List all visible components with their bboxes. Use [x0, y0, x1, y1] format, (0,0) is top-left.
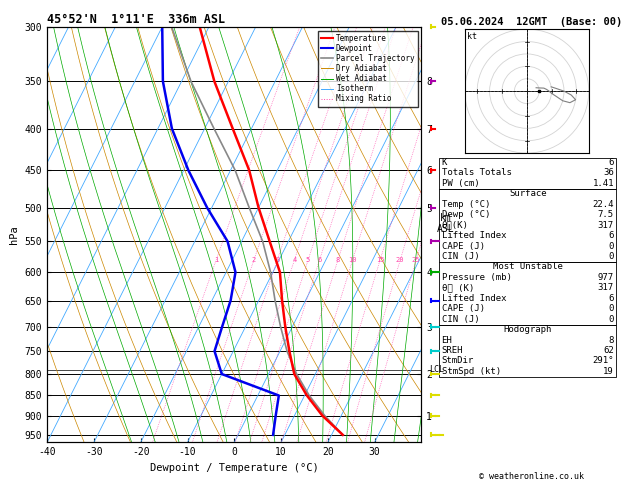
Legend: Temperature, Dewpoint, Parcel Trajectory, Dry Adiabat, Wet Adiabat, Isotherm, Mi: Temperature, Dewpoint, Parcel Trajectory…: [318, 31, 418, 106]
Text: 0: 0: [608, 242, 614, 251]
Text: LCL: LCL: [429, 365, 444, 374]
Text: 0: 0: [608, 314, 614, 324]
Text: Pressure (mb): Pressure (mb): [442, 273, 511, 282]
Text: K: K: [442, 158, 447, 167]
Text: 2: 2: [252, 257, 256, 263]
Text: 6: 6: [608, 294, 614, 303]
Text: © weatheronline.co.uk: © weatheronline.co.uk: [479, 472, 584, 481]
Y-axis label: hPa: hPa: [9, 225, 19, 244]
Text: Lifted Index: Lifted Index: [442, 294, 506, 303]
Text: 05.06.2024  12GMT  (Base: 00): 05.06.2024 12GMT (Base: 00): [441, 17, 622, 27]
Text: CIN (J): CIN (J): [442, 314, 479, 324]
Text: SREH: SREH: [442, 346, 463, 355]
Text: 36: 36: [603, 168, 614, 177]
Text: StmSpd (kt): StmSpd (kt): [442, 367, 501, 376]
Text: Totals Totals: Totals Totals: [442, 168, 511, 177]
Text: 62: 62: [603, 346, 614, 355]
Text: 6: 6: [608, 231, 614, 240]
Text: θᴇ(K): θᴇ(K): [442, 221, 469, 230]
Text: 6: 6: [608, 158, 614, 167]
Text: 317: 317: [598, 221, 614, 230]
Text: 977: 977: [598, 273, 614, 282]
Text: 8: 8: [608, 335, 614, 345]
Text: 0: 0: [608, 252, 614, 261]
Text: Most Unstable: Most Unstable: [493, 262, 563, 272]
Text: 291°: 291°: [593, 356, 614, 365]
Text: Dewp (°C): Dewp (°C): [442, 210, 490, 219]
Text: 317: 317: [598, 283, 614, 293]
Text: 15: 15: [376, 257, 384, 263]
Text: PW (cm): PW (cm): [442, 179, 479, 188]
Text: 5: 5: [306, 257, 310, 263]
Text: 8: 8: [336, 257, 340, 263]
Text: 7.5: 7.5: [598, 210, 614, 219]
Y-axis label: km
ASL: km ASL: [437, 213, 455, 235]
Text: Surface: Surface: [509, 189, 547, 198]
Text: 25: 25: [412, 257, 420, 263]
Text: 45°52'N  1°11'E  336m ASL: 45°52'N 1°11'E 336m ASL: [47, 13, 225, 26]
Text: 1: 1: [214, 257, 218, 263]
Text: Lifted Index: Lifted Index: [442, 231, 506, 240]
Text: 10: 10: [348, 257, 357, 263]
Text: Hodograph: Hodograph: [504, 325, 552, 334]
Text: CAPE (J): CAPE (J): [442, 242, 484, 251]
Text: 1.41: 1.41: [593, 179, 614, 188]
Text: 3: 3: [275, 257, 279, 263]
Text: 6: 6: [317, 257, 321, 263]
Text: 22.4: 22.4: [593, 200, 614, 209]
Text: 20: 20: [396, 257, 404, 263]
Text: 4: 4: [292, 257, 296, 263]
Text: kt: kt: [467, 32, 477, 41]
Text: EH: EH: [442, 335, 452, 345]
X-axis label: Dewpoint / Temperature (°C): Dewpoint / Temperature (°C): [150, 463, 319, 473]
Text: θᴇ (K): θᴇ (K): [442, 283, 474, 293]
Text: 0: 0: [608, 304, 614, 313]
Text: 19: 19: [603, 367, 614, 376]
Text: Temp (°C): Temp (°C): [442, 200, 490, 209]
Text: CIN (J): CIN (J): [442, 252, 479, 261]
Text: StmDir: StmDir: [442, 356, 474, 365]
Text: CAPE (J): CAPE (J): [442, 304, 484, 313]
